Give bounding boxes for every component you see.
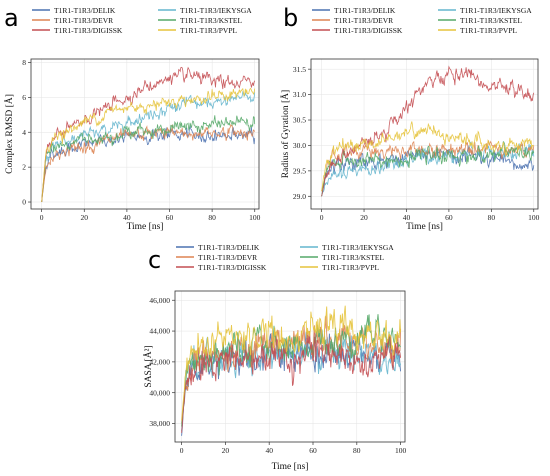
plot-panel-c: 0 20 40 60 80 100 38,000 40,000 42,000 44,000 46,0… [142, 290, 407, 472]
y-tick-label: 6 [22, 93, 26, 102]
x-axis-label: Time [ns] [272, 462, 309, 472]
x-axis-label: Time [ns] [406, 222, 443, 232]
series-line-kstel [41, 115, 256, 203]
legend-label-digissk: T1R1-T1R3/DIGISSK [198, 263, 267, 272]
x-tick-label: 20 [81, 213, 89, 222]
x-tick-label: 100 [528, 213, 540, 222]
series-line-delik [181, 331, 402, 436]
y-axis-label: SASA [Å²] [142, 345, 154, 387]
series-line-delik [41, 125, 256, 203]
legend-label-devr: T1R1-T1R3/DEVR [54, 16, 113, 25]
y-tick-label: 30.0 [293, 141, 306, 150]
x-tick-label: 40 [123, 213, 131, 222]
legend-label-kstel: T1R1-T1R3/KSTEL [322, 253, 384, 262]
series-line-iekysga [41, 90, 256, 203]
x-tick-label: 60 [309, 446, 317, 455]
legend-label-kstel: T1R1-T1R3/KSTEL [180, 16, 242, 25]
plot-panel-a: 0 20 40 60 80 100 0 2 4 6 8 Time [ns] Complex RMSD [… [3, 58, 261, 232]
legend-panel-c: T1R1-T1R3/DELIK T1R1-T1R3/IEKYSGAT1R1-T1R… [176, 243, 394, 272]
y-tick-label: 2 [22, 163, 26, 172]
series-line-pvpl [41, 87, 256, 203]
plot-frame [310, 58, 539, 210]
x-tick-label: 80 [488, 213, 496, 222]
x-tick-label: 60 [166, 213, 174, 222]
x-tick-label: 40 [265, 446, 273, 455]
x-tick-label: 0 [40, 213, 44, 222]
legend-label-devr: T1R1-T1R3/DEVR [198, 253, 257, 262]
plot-frame [174, 290, 406, 443]
series-line-digissk [181, 331, 402, 433]
x-tick-label: 100 [395, 446, 407, 455]
series-line-devr [41, 123, 256, 203]
y-tick-label: 31.0 [293, 90, 306, 99]
x-tick-label: 20 [222, 446, 230, 455]
x-tick-label: 80 [208, 213, 216, 222]
y-axis-label: Radius of Gyration [Å] [279, 90, 291, 178]
series-line-pvpl [181, 305, 402, 421]
y-tick-label: 40,000 [149, 388, 170, 397]
legend-label-iekysga: T1R1-T1R3/IEKYSGA [322, 243, 394, 252]
x-tick-label: 100 [249, 213, 261, 222]
legend-label-iekysga: T1R1-T1R3/IEKYSGA [460, 6, 532, 15]
legend-label-pvpl: T1R1-T1R3/PVPL [180, 26, 238, 35]
x-tick-label: 20 [360, 213, 368, 222]
legend-panel-b: T1R1-T1R3/DELIK T1R1-T1R3/IEKYSGAT1R1-T1R… [312, 6, 532, 35]
legend-label-pvpl: T1R1-T1R3/PVPL [322, 263, 380, 272]
y-tick-label: 4 [22, 128, 26, 137]
legend-label-kstel: T1R1-T1R3/KSTEL [460, 16, 522, 25]
plot-panel-b: 0 20 40 60 80 100 29.0 29.5 30.0 30.5 31.0 31.5 Time… [279, 58, 540, 232]
y-tick-label: 38,000 [149, 419, 170, 428]
legend-label-digissk: T1R1-T1R3/DIGISSK [54, 26, 123, 35]
x-axis-label: Time [ns] [127, 222, 164, 232]
y-tick-label: 46,000 [149, 296, 170, 305]
legend-label-delik: T1R1-T1R3/DELIK [54, 6, 116, 15]
y-tick-label: 0 [22, 198, 26, 207]
legend-label-devr: T1R1-T1R3/DEVR [334, 16, 393, 25]
x-tick-label: 0 [320, 213, 324, 222]
y-tick-label: 31.5 [293, 65, 306, 74]
plot-frame [30, 58, 260, 210]
series-line-pvpl [321, 121, 534, 192]
panel-letter-a: a [4, 4, 19, 32]
series-line-digissk [41, 66, 256, 203]
series-line-devr [321, 140, 535, 192]
legend-label-delik: T1R1-T1R3/DELIK [334, 6, 396, 15]
y-tick-label: 29.5 [293, 166, 306, 175]
series-line-digissk [321, 65, 535, 197]
x-tick-label: 0 [180, 446, 184, 455]
series-line-kstel [321, 141, 535, 197]
legend-label-iekysga: T1R1-T1R3/IEKYSGA [180, 6, 252, 15]
x-tick-label: 60 [445, 213, 453, 222]
y-tick-label: 44,000 [149, 327, 170, 336]
legend-label-delik: T1R1-T1R3/DELIK [198, 243, 260, 252]
x-tick-label: 40 [403, 213, 411, 222]
legend-label-pvpl: T1R1-T1R3/PVPL [460, 26, 518, 35]
y-tick-label: 8 [22, 58, 26, 67]
panel-letter-c: c [148, 246, 161, 274]
x-tick-label: 80 [353, 446, 361, 455]
y-tick-label: 30.5 [293, 116, 306, 125]
y-tick-label: 42,000 [149, 357, 170, 366]
y-tick-label: 29.0 [293, 192, 306, 201]
panel-letter-b: b [283, 4, 298, 32]
legend-label-digissk: T1R1-T1R3/DIGISSK [334, 26, 403, 35]
legend-panel-a: T1R1-T1R3/DELIK T1R1-T1R3/IEKYSGAT1R1-T1R… [32, 6, 252, 35]
y-axis-label: Complex RMSD [Å] [3, 94, 15, 174]
